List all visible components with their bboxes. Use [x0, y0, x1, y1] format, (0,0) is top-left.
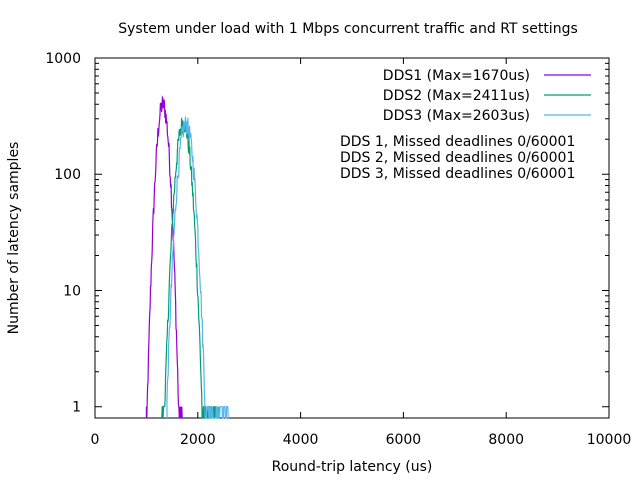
x-tick-label: 4000	[283, 432, 319, 448]
axis-ticks: 0 2000 4000 6000 8000 10000 1 10 100 1000	[45, 51, 631, 448]
x-tick-label: 0	[91, 432, 100, 448]
y-tick-label: 100	[54, 167, 81, 183]
legend-label: DDS3 (Max=2603us)	[383, 108, 530, 124]
series-line	[166, 116, 229, 419]
series-1	[145, 95, 183, 419]
series-2	[161, 117, 220, 419]
legend-label: DDS2 (Max=2411us)	[383, 88, 530, 104]
annotation-text: DDS 2, Missed deadlines 0/60001	[340, 150, 575, 166]
plot-frame	[94, 57, 610, 419]
x-axis-label: Round-trip latency (us)	[272, 459, 433, 475]
data-series	[145, 95, 229, 419]
x-tick-label: 10000	[587, 432, 632, 448]
legend-label: DDS1 (Max=1670us)	[383, 68, 530, 84]
y-tick-label: 1000	[45, 51, 81, 67]
series-line	[161, 117, 220, 419]
y-tick-label: 1	[72, 400, 81, 416]
x-tick-label: 6000	[386, 432, 422, 448]
series-3	[166, 116, 229, 419]
annotation-text: DDS 3, Missed deadlines 0/60001	[340, 166, 575, 182]
legend: DDS1 (Max=1670us) DDS2 (Max=2411us) DDS3 (…	[383, 68, 591, 124]
x-tick-label: 2000	[180, 432, 216, 448]
y-tick-label: 10	[63, 283, 81, 299]
y-axis-label: Number of latency samples	[6, 142, 22, 335]
annotation-text: DDS 1, Missed deadlines 0/60001	[340, 134, 575, 150]
x-tick-label: 8000	[488, 432, 524, 448]
chart-title: System under load with 1 Mbps concurrent…	[118, 21, 578, 37]
series-line	[145, 95, 183, 419]
